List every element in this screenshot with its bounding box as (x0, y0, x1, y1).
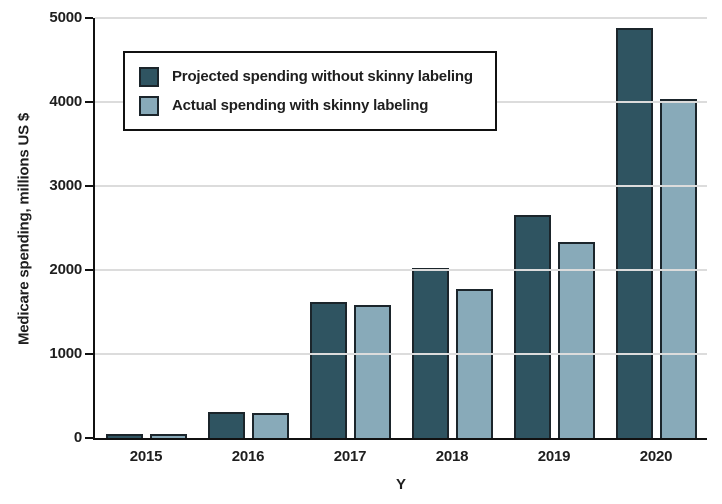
bar-group-2017 (299, 18, 401, 438)
x-tick-label-2020: 2020 (639, 448, 673, 465)
legend-item-projected: Projected spending without skinny labeli… (139, 66, 495, 87)
y-axis-tick-labels: 0 1000 2000 3000 4000 5000 (0, 9, 85, 446)
legend-label-actual: Actual spending with skinny labeling (172, 97, 429, 114)
y-tick-label-4000: 4000 (49, 93, 82, 110)
bar-2017-projected (309, 301, 347, 438)
bar-group-2019 (503, 18, 605, 438)
x-axis-title: Y (395, 476, 406, 493)
bar-2019-actual (557, 242, 595, 438)
y-tick-label-0: 0 (73, 429, 82, 446)
bar-group-2020 (605, 18, 707, 438)
bar-group-2015 (95, 18, 197, 438)
bar-2019-projected (513, 215, 551, 438)
y-tick-mark-5000 (85, 17, 93, 19)
x-tick-label-2017: 2017 (333, 448, 367, 465)
bar-2016-projected (207, 411, 245, 438)
x-tick-label-2016: 2016 (231, 448, 265, 465)
bar-group-2016 (197, 18, 299, 438)
bar-2017-actual (353, 305, 391, 438)
bar-2018-actual (455, 289, 493, 438)
gridline-1000 (95, 353, 707, 355)
legend-swatch-actual (139, 95, 159, 116)
plot-area (85, 17, 707, 440)
y-tick-mark-1000 (85, 353, 93, 355)
bar-2015-projected (105, 433, 143, 438)
y-tick-label-3000: 3000 (49, 177, 82, 194)
legend-swatch-projected (139, 66, 159, 87)
y-tick-mark-4000 (85, 101, 93, 103)
bar-2016-actual (251, 412, 289, 438)
x-tick-label-2015: 2015 (129, 448, 163, 465)
x-axis-tick-labels: 2015 2016 2017 2018 2019 2020 (95, 448, 707, 465)
y-tick-label-1000: 1000 (49, 345, 82, 362)
x-tick-label-2018: 2018 (435, 448, 469, 465)
gridline-2000 (95, 269, 707, 271)
legend: Projected spending without skinny labeli… (123, 51, 497, 131)
legend-item-actual: Actual spending with skinny labeling (139, 95, 495, 116)
y-tick-label-2000: 2000 (49, 261, 82, 278)
y-tick-mark-0 (85, 437, 93, 439)
legend-label-projected: Projected spending without skinny labeli… (172, 68, 473, 85)
gridline-3000 (95, 185, 707, 187)
x-tick-label-2019: 2019 (537, 448, 571, 465)
y-tick-mark-2000 (85, 269, 93, 271)
bar-2015-actual (149, 434, 187, 438)
y-tick-label-5000: 5000 (49, 9, 82, 26)
y-tick-mark-3000 (85, 185, 93, 187)
bar-2020-actual (659, 99, 697, 438)
gridline-5000 (95, 17, 707, 19)
bar-2020-projected (615, 28, 653, 438)
